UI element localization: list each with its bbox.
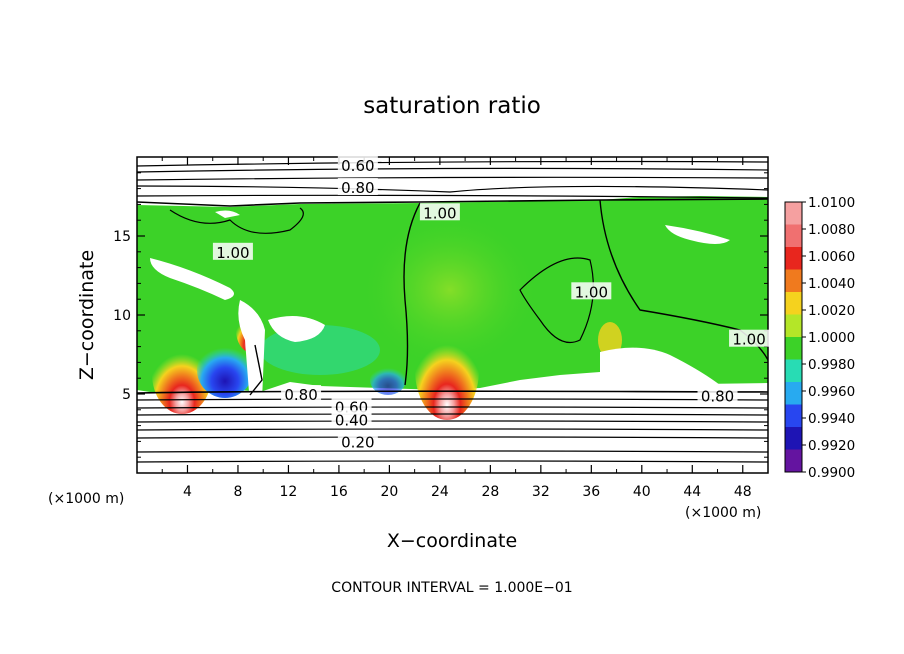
colorbar-swatch: [785, 382, 802, 405]
colorbar-label: 0.9900: [808, 465, 855, 481]
contour-label: 1.00: [575, 283, 608, 301]
chart-title: saturation ratio: [363, 93, 541, 119]
x-axis-ticks: 4 8 12 16 20 24 28 32 36 40 44 48: [161, 157, 752, 500]
x-tick-label: 40: [633, 484, 651, 500]
contour-label-bg: [331, 410, 372, 428]
contour-label: 0.80: [701, 388, 734, 406]
colorbar-swatch: [785, 224, 802, 248]
colorbar-swatch: [785, 247, 802, 270]
x-tick-label: 16: [330, 484, 348, 500]
colorbar-label: 1.0080: [808, 222, 855, 238]
colorbar-swatch: [785, 314, 802, 338]
contour-label-bg: [281, 385, 322, 402]
x-tick-label: 44: [683, 484, 701, 500]
plume-x4: [152, 334, 212, 414]
contour-label-bg: [419, 203, 460, 221]
colorbar-label: 1.0020: [808, 303, 855, 319]
contour-label: 0.80: [341, 179, 374, 197]
colorbar-label: 0.9940: [808, 411, 855, 427]
x-tick-label: 32: [532, 484, 550, 500]
blue-region-x7: [197, 342, 253, 398]
contour-label-bg: [212, 242, 253, 260]
colorbar-label: 0.9920: [808, 438, 855, 454]
x-tick-label: 20: [380, 484, 398, 500]
colorbar-swatch: [785, 404, 802, 428]
contour-label: 0.60: [341, 157, 374, 175]
x-axis-label: X−coordinate: [387, 530, 517, 552]
y-tick-label: 5: [122, 387, 131, 403]
colorbar-label: 1.0040: [808, 276, 855, 292]
y-axis-label: Z−coordinate: [76, 250, 98, 380]
colorbar-swatch: [785, 202, 802, 225]
subsaturated-patch: [150, 258, 234, 300]
colorbar-label: 0.9980: [808, 357, 855, 373]
contour-interval-note: CONTOUR INTERVAL = 1.000E−01: [331, 580, 572, 596]
contour-labels: 0.600.801.001.001.001.000.80 0.800.600.40…: [212, 155, 770, 451]
x-tick-label: 24: [431, 484, 449, 500]
colorbar-label: 0.9960: [808, 384, 855, 400]
colorbar-swatch: [785, 359, 802, 383]
contour-label: 0.20: [341, 433, 374, 451]
x-units-right: (×1000 m): [685, 505, 761, 521]
x-tick-label: 36: [582, 484, 600, 500]
x-tick-label: 4: [183, 484, 192, 500]
y-tick-label: 15: [113, 229, 131, 245]
contour-label-bg: [337, 155, 378, 173]
blue-region-x20: [370, 365, 406, 395]
colorbar-swatch: [785, 292, 802, 315]
contour-label-bg: [337, 432, 378, 450]
contour-label: 0.80: [284, 386, 317, 404]
contour-label-bg: [697, 386, 738, 404]
x-tick-label: 12: [280, 484, 298, 500]
colorbar: 1.0100 1.0080 1.0060 1.0040 1.0020 1.0000 0.99…: [784, 195, 855, 481]
contour-label-bg: [729, 329, 770, 347]
colorbar-label: 1.0060: [808, 249, 855, 265]
contour-label: 1.00: [216, 244, 249, 262]
colorbar-label: 1.0000: [808, 330, 855, 346]
x-units-left: (×1000 m): [48, 491, 124, 507]
colorbar-swatch: [785, 269, 802, 293]
x-tick-label: 48: [734, 484, 752, 500]
contour-lines: [137, 160, 768, 463]
contour-label: 1.00: [732, 331, 765, 349]
colorbar-swatch: [785, 427, 802, 450]
contour-label-bg: [337, 178, 378, 196]
colorbar-swatch: [785, 337, 802, 360]
x-tick-label: 28: [481, 484, 499, 500]
x-tick-label: 8: [233, 484, 242, 500]
colorbar-swatch: [785, 449, 802, 473]
contour-label: 1.00: [423, 204, 456, 222]
y-tick-label: 10: [113, 308, 131, 324]
plume-x24: [415, 320, 479, 420]
colorbar-label: 1.0100: [808, 195, 855, 211]
contour-label: 0.40: [335, 411, 368, 429]
contour-label-bg: [571, 282, 612, 300]
